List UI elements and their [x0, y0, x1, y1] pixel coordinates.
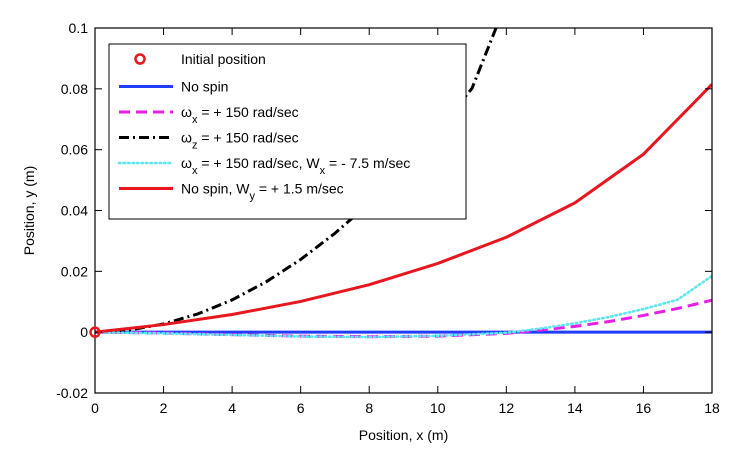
- initial-position-marker: [89, 326, 101, 338]
- legend-marker-initial-position: [134, 53, 146, 65]
- y-tick-label: 0.06: [61, 142, 88, 158]
- legend-label-1: No spin: [181, 79, 228, 95]
- legend-label-initial-position: Initial position: [181, 51, 266, 67]
- series-layer: [95, 28, 712, 339]
- x-tick-label: 8: [365, 400, 373, 416]
- x-tick-label: 4: [228, 400, 236, 416]
- y-tick-label: 0.1: [69, 20, 89, 36]
- x-tick-label: 14: [567, 400, 583, 416]
- legend-label-2: ωx = + 150 rad/sec: [181, 104, 299, 126]
- x-tick-label: 10: [430, 400, 446, 416]
- marker-layer: [89, 326, 101, 338]
- y-tick-label: 0: [80, 324, 88, 340]
- y-tick-label: 0.02: [61, 263, 88, 279]
- legend: Initial position No spin ωx = + 150 rad/se…: [108, 43, 467, 220]
- x-tick-label: 0: [91, 400, 99, 416]
- y-tick-label: 0.08: [61, 81, 88, 97]
- legend-label-3: ωz = + 150 rad/sec: [181, 130, 299, 152]
- legend-label-5: No spin, Wy = + 1.5 m/sec: [181, 181, 344, 203]
- y-tick-label: 0.04: [61, 203, 88, 219]
- x-tick-label: 6: [297, 400, 305, 416]
- legend-label-4: ωx = + 150 rad/sec, Wx = - 7.5 m/sec: [181, 155, 410, 177]
- x-axis-label: Position, x (m): [359, 427, 448, 443]
- x-tick-label: 18: [704, 400, 720, 416]
- x-tick-label: 16: [636, 400, 652, 416]
- y-tick-label: -0.02: [56, 385, 88, 401]
- series-line-4: [95, 274, 712, 339]
- series-line-5: [95, 83, 712, 334]
- x-tick-label: 2: [160, 400, 168, 416]
- y-axis-label: Position, y (m): [21, 166, 37, 255]
- axis-ticks: [94, 27, 713, 394]
- x-tick-label: 12: [499, 400, 515, 416]
